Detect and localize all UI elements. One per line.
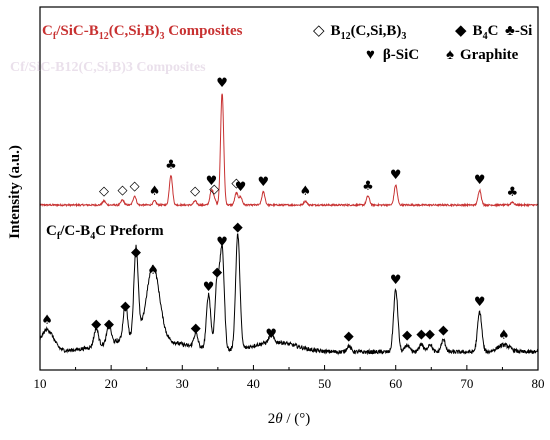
x-tick-label: 30 (176, 376, 189, 391)
club-icon: ♣ (505, 23, 515, 39)
peak-marker-graphite-icon: ♠ (149, 184, 161, 199)
peak-marker-graphite-icon: ♠ (147, 263, 159, 278)
peak-marker-b4c-icon: ◆ (425, 327, 435, 342)
x-tick-label: 20 (105, 376, 118, 391)
peak-marker-b12-icon: ◇ (118, 183, 128, 198)
peak-marker-b4c-icon: ◆ (191, 321, 201, 336)
peak-marker-sic-icon: ♥ (216, 76, 228, 91)
peak-marker-b4c-icon: ◆ (91, 317, 101, 332)
peak-marker-graphite-icon: ♠ (498, 328, 510, 343)
peak-marker-sic-icon: ♥ (203, 280, 215, 295)
peak-marker-graphite-icon: ♠ (300, 184, 312, 199)
peak-marker-b4c-icon: ◆ (104, 317, 114, 332)
x-tick-label: 40 (247, 376, 260, 391)
peak-marker-b4c-icon: ◆ (438, 323, 448, 338)
legend-item-graphite: ♠ Graphite (446, 47, 519, 63)
peak-marker-b12-icon: ◇ (99, 184, 109, 199)
peak-marker-b4c-icon: ◆ (416, 327, 426, 342)
peak-marker-b4c-icon: ◆ (402, 328, 412, 343)
peak-marker-b12-icon: ◇ (209, 182, 219, 197)
peak-marker-sic-icon: ♥ (474, 295, 486, 310)
peak-marker-sic-icon: ♥ (206, 174, 218, 189)
x-tick-label: 50 (318, 376, 331, 391)
peak-marker-b12-icon: ◇ (231, 176, 241, 191)
peak-marker-b4c-icon: ◆ (131, 245, 141, 260)
legend-item-b12: ◇ B12(C,Si,B)3 (313, 23, 406, 42)
traces-layer (39, 93, 539, 356)
heart-icon: ♥ (366, 47, 375, 63)
diamond-outline-icon: ◇ (313, 23, 325, 39)
y-axis-label: Intensity (a.u.) (7, 145, 23, 239)
legend-item-si: ♣-Si (505, 23, 532, 39)
peak-marker-b4c-icon: ◆ (120, 299, 130, 314)
legend-item-sic: ♥ β-SiC (366, 47, 419, 63)
peak-marker-sic-icon: ♥ (216, 235, 228, 250)
peak-marker-sic-icon: ♥ (390, 273, 402, 288)
x-axis-ticks: 10 20 30 40 50 60 70 80 (34, 365, 545, 391)
x-tick-label: 80 (532, 376, 545, 391)
peak-marker-si-icon: ♣ (362, 179, 374, 194)
peak-marker-sic-icon: ♥ (265, 327, 277, 342)
peak-marker-sic-icon: ♥ (235, 180, 247, 195)
x-axis-theta: θ (275, 411, 283, 427)
phase-markers-layer: ◇ ◇ ◇ ♠♣◇♥◇♥◇♥ ♥♠ ♣♥ ♥♣♠ ◆ ◆◆◆♠◆♥◆♥◆♥ ◆♥◆ ◆◆ ◆♥♠ (41, 76, 518, 344)
peak-marker-b4c-icon: ◆ (344, 329, 354, 344)
peak-marker-b4c-icon: ◆ (212, 265, 222, 280)
peak-marker-si-icon: ♣ (507, 185, 519, 200)
peak-marker-b4c-icon: ◆ (233, 220, 243, 235)
composite-trace-line (39, 93, 539, 208)
legend-item-b4c: ◆ B4C (455, 23, 498, 42)
spade-icon: ♠ (446, 47, 454, 63)
x-tick-label: 60 (389, 376, 402, 391)
peak-marker-sic-icon: ♥ (474, 173, 486, 188)
peak-marker-sic-icon: ♥ (390, 168, 402, 183)
peak-marker-si-icon: ♣ (165, 158, 177, 173)
legend: ◇ B12(C,Si,B)3 ◆ B4C ♣-Si ♥ β-SiC ♠ Graphite (313, 23, 532, 63)
composite-label-shadow: Cf/SiC-B12(C,Si,B)3 Composites (10, 60, 206, 75)
peak-marker-b12-icon: ◇ (190, 184, 200, 199)
diamond-filled-icon: ◆ (455, 23, 467, 39)
x-axis-label: 2θ / (°) (268, 411, 311, 427)
peak-marker-graphite-icon: ♠ (41, 313, 53, 328)
composite-trace-label: Cf/SiC-B12(C,Si,B)3 Composites (42, 23, 243, 42)
x-tick-label: 70 (460, 376, 473, 391)
preform-trace-label: Cf/C-B4C Preform (46, 223, 164, 242)
preform-trace-line (39, 233, 539, 356)
peak-marker-sic-icon: ♥ (258, 175, 270, 190)
peak-marker-b12-icon: ◇ (130, 179, 140, 194)
x-tick-label: 10 (34, 376, 47, 391)
